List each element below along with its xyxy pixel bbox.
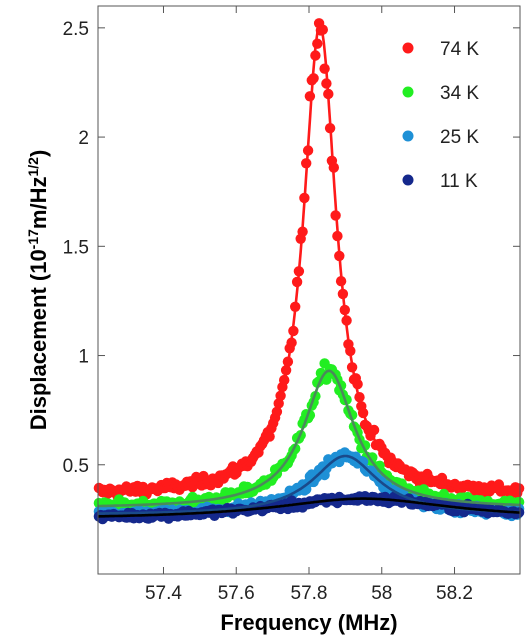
fit-curve-11k bbox=[98, 497, 521, 518]
x-tick-label: 58 bbox=[371, 583, 392, 604]
x-tick-label: 57.6 bbox=[218, 583, 255, 604]
data-point bbox=[304, 91, 316, 102]
plot-area bbox=[93, 18, 525, 525]
axis-ticks: 57.4 57.6 57.8 58 58.2 0.5 1 1.5 2 2.5 bbox=[63, 6, 520, 604]
y-tick-label: 2.5 bbox=[63, 19, 89, 40]
x-tick-label: 57.4 bbox=[145, 583, 182, 604]
legend-label: 74 K bbox=[440, 39, 479, 60]
y-tick-label: 1 bbox=[78, 347, 89, 368]
fit-curve-34k bbox=[98, 369, 520, 508]
legend-marker bbox=[402, 174, 414, 186]
legend-label: 34 K bbox=[440, 83, 479, 104]
legend-marker bbox=[402, 130, 414, 142]
data-point bbox=[319, 63, 330, 74]
y-tick-label: 1.5 bbox=[63, 237, 89, 258]
legend: 74 K 34 K 25 K 11 K bbox=[402, 39, 479, 192]
x-tick-label: 57.8 bbox=[291, 583, 328, 604]
y-tick-label: 2 bbox=[78, 128, 89, 149]
x-tick-label: 58.2 bbox=[436, 583, 473, 604]
legend-marker bbox=[402, 86, 414, 98]
data-point bbox=[513, 483, 525, 494]
y-axis-title: Displacement (10-17m/Hz1/2) bbox=[25, 150, 51, 431]
legend-marker bbox=[402, 42, 414, 54]
legend-label: 11 K bbox=[440, 171, 478, 192]
y-tick-label: 0.5 bbox=[63, 456, 89, 477]
legend-label: 25 K bbox=[440, 127, 479, 148]
x-axis-title: Frequency (MHz) bbox=[220, 610, 397, 635]
fit-curve-74k bbox=[97, 24, 520, 493]
